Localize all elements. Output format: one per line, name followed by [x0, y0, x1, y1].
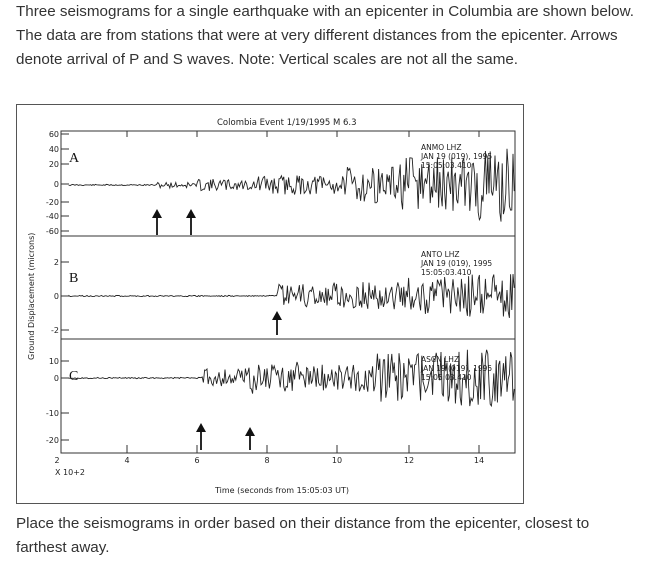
station-c-date: JAN 19 (019), 1995 — [420, 364, 492, 373]
trace-label-a: A — [69, 151, 80, 166]
x-tick-2: 2 — [54, 456, 59, 465]
x-axis-label: Time (seconds from 15:05:03 UT) — [214, 486, 349, 495]
y-tick-c-m10: -10 — [46, 409, 59, 418]
y-tick-a-m40: -40 — [46, 212, 59, 221]
station-b-date: JAN 19 (019), 1995 — [420, 259, 492, 268]
x-tick-4: 4 — [124, 456, 129, 465]
station-a-name: ANMO LHZ — [421, 143, 461, 152]
station-b-time: 15:05:03.410 — [421, 268, 472, 277]
y-tick-c-0: 0 — [54, 374, 59, 383]
x-tick-12: 12 — [404, 456, 414, 465]
y-tick-a-0: 0 — [54, 180, 59, 189]
seismogram-trace-b — [68, 274, 515, 318]
y-tick-a-m60: -60 — [46, 227, 59, 236]
y-tick-c-10: 10 — [49, 357, 59, 366]
x-tick-8: 8 — [264, 456, 269, 465]
arrival-arrow-a-s — [186, 209, 196, 235]
arrival-arrow-c-p — [196, 423, 206, 450]
y-axis-label: Ground Displacement (microns) — [27, 233, 36, 360]
y-tick-a-m20: -20 — [46, 198, 59, 207]
x-tick-14: 14 — [474, 456, 484, 465]
x-tick-10: 10 — [332, 456, 342, 465]
y-tick-a-60: 60 — [49, 130, 59, 139]
arrival-arrow-c-s — [245, 427, 255, 450]
y-tick-b-2: 2 — [54, 258, 59, 267]
y-tick-a-40: 40 — [49, 145, 59, 154]
station-a-date: JAN 19 (019), 1995 — [420, 152, 492, 161]
seismogram-figure: Colombia Event 1/19/1995 M 6.3 Ground Di… — [16, 104, 524, 504]
station-a-time: 15:05:03.410 — [421, 161, 472, 170]
y-tick-a-20: 20 — [49, 160, 59, 169]
station-b-name: ANTO LHZ — [421, 250, 460, 259]
intro-paragraph: Three seismograms for a single earthquak… — [16, 3, 634, 68]
x-multiplier: X 10+2 — [55, 468, 85, 477]
station-c-time: 15:05:03.410 — [421, 373, 472, 382]
question-paragraph: Place the seismograms in order based on … — [16, 515, 590, 556]
trace-label-b: B — [69, 271, 78, 286]
trace-label-c: C — [69, 369, 78, 384]
arrival-arrow-b-p — [272, 311, 282, 335]
y-tick-c-m20: -20 — [46, 436, 59, 445]
seismogram-trace-a — [68, 148, 515, 222]
seismogram-trace-c — [68, 349, 515, 408]
arrival-arrow-a-p — [152, 209, 162, 235]
figure-title: Colombia Event 1/19/1995 M 6.3 — [217, 118, 357, 128]
station-c-name: ASCN LHZ — [421, 355, 459, 364]
x-tick-6: 6 — [194, 456, 199, 465]
y-tick-b-0: 0 — [54, 292, 59, 301]
y-tick-b-m2: -2 — [51, 326, 59, 335]
